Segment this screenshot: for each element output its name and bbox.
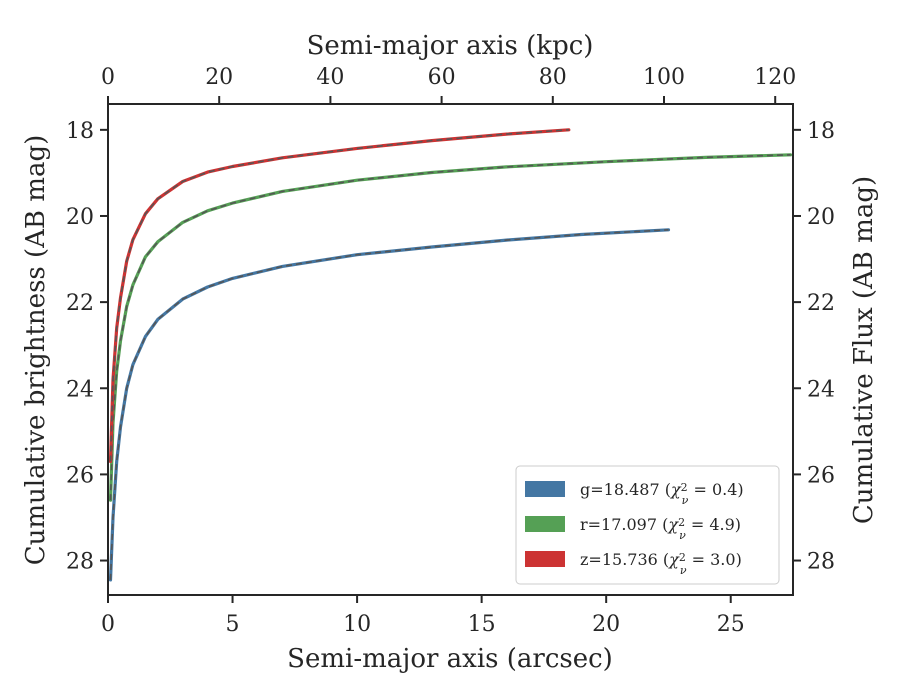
legend-swatch-z [525,551,565,567]
x2-tick-label: 20 [205,65,233,90]
legend: g=18.487 (χ2 ν = 0.4) r=17.097 (χ2 ν = 4.9)… [515,465,780,585]
series-line-z [108,128,571,464]
legend-swatch-g [525,481,565,497]
x-axis-bottom: 0 5 10 15 20 25 [101,595,745,637]
x-tick-label: 25 [717,612,745,637]
y2-tick-label: 20 [807,205,835,230]
x-tick-label: 0 [101,612,115,637]
model-dashed-line-g [109,229,669,580]
y2-tick-label: 28 [807,550,835,575]
x2-axis-label: Semi-major axis (kpc) [307,31,594,61]
y-tick-label: 24 [66,377,94,402]
curves-layer [108,128,793,582]
y-axis-right: 18 20 22 24 26 28 [793,119,835,575]
y2-tick-label: 18 [807,119,835,144]
x2-tick-label: 80 [539,65,567,90]
legend-label-g: g=18.487 (χ2 ν = 0.4) [580,480,744,507]
y-axis-label: Cumulative brightness (AB mag) [21,135,51,566]
y2-tick-label: 24 [807,377,835,402]
y-tick-label: 28 [66,550,94,575]
y-tick-label: 22 [66,291,94,316]
x2-tick-label: 40 [316,65,344,90]
model-dashed-line-z [109,129,569,462]
y2-axis-label: Cumulative Flux (AB mag) [849,176,879,524]
y-tick-label: 18 [66,119,94,144]
legend-swatch-r [525,516,565,532]
x-tick-label: 15 [468,612,496,637]
legend-box [515,465,780,585]
x2-tick-label: 60 [428,65,456,90]
x-tick-label: 5 [226,612,240,637]
x2-tick-label: 120 [754,65,796,90]
legend-label-r: r=17.097 (χ2 ν = 4.9) [580,515,741,542]
x-tick-label: 10 [343,612,371,637]
legend-label-z: z=15.736 (χ2 ν = 3.0) [580,550,742,577]
x2-tick-label: 100 [643,65,685,90]
y2-tick-label: 22 [807,291,835,316]
y-tick-label: 26 [66,463,94,488]
series-line-r [108,153,793,502]
model-dashed-line-r [109,154,791,501]
plot-frame [107,103,794,596]
x-tick-label: 20 [592,612,620,637]
y-tick-label: 20 [66,205,94,230]
x-axis-top: 0 20 40 60 80 100 120 [101,65,796,104]
y2-tick-label: 26 [807,463,835,488]
x-axis-label: Semi-major axis (arcsec) [287,644,613,674]
x2-tick-label: 0 [101,65,115,90]
y-axis-left: 18 20 22 24 26 28 [66,119,108,575]
